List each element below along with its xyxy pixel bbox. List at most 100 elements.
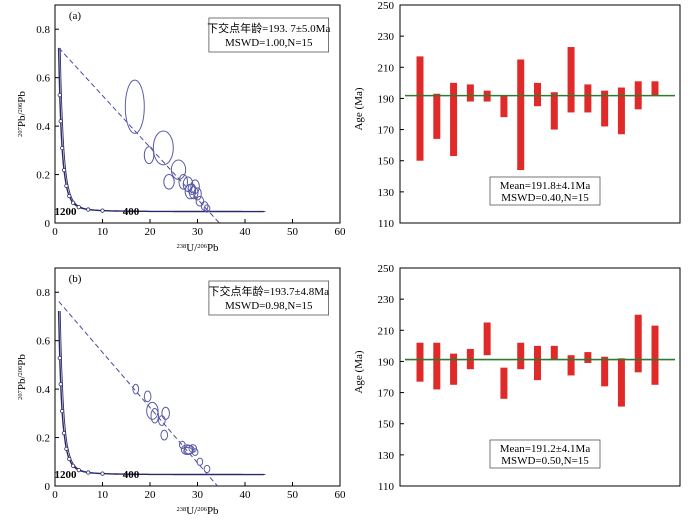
age-bar — [651, 325, 659, 385]
age-bar — [634, 314, 642, 373]
concordia-age-marker — [86, 207, 91, 212]
age-bar — [450, 82, 458, 157]
y-tick-label: 150 — [378, 156, 395, 168]
data-ellipse — [124, 79, 145, 134]
age-bar — [651, 81, 659, 96]
concordia-age-label: 1200 — [54, 469, 77, 481]
concordia-age-marker — [64, 183, 69, 188]
concordia-age-label: 1200 — [54, 206, 77, 218]
data-ellipse — [160, 429, 169, 441]
x-tick-label: 0 — [52, 226, 58, 238]
x-label-text: Pb — [207, 505, 219, 517]
age-bar — [550, 92, 558, 130]
age-bar — [483, 322, 491, 356]
y-label-superscript: 207 — [17, 126, 24, 137]
data-ellipse — [178, 174, 189, 190]
concordia-age-marker — [61, 431, 67, 436]
age-bar — [534, 345, 541, 381]
x-label-text: U/ — [186, 505, 198, 517]
concordia-age-marker — [57, 355, 62, 361]
x-tick-label: 20 — [145, 226, 157, 238]
age-bar — [517, 342, 525, 370]
concordia-age-marker — [76, 204, 81, 210]
concordia-age-marker — [58, 119, 63, 124]
age-bar — [433, 342, 441, 390]
concordia-age-marker — [57, 92, 62, 98]
y-label-text: Pb/ — [16, 112, 28, 128]
y-axis-label: 207Pb/206Pb — [16, 354, 28, 400]
annotation-box — [208, 17, 329, 53]
x-axis-label: 238U/206Pb — [176, 242, 219, 254]
y-tick-label: 0.4 — [36, 384, 50, 396]
concordia-plot-a: 0 10 20 30 40 50 6000.20.40.60.8238U/206Pb207P… — [16, 4, 347, 254]
y-label-text: Pb — [16, 91, 28, 103]
y-tick-label: 210 — [378, 62, 395, 74]
x-tick-label: 30 — [192, 489, 204, 501]
data-ellipse — [195, 195, 205, 207]
mean-text: Mean=191.2±4.1Ma — [500, 443, 591, 455]
concordia-age-marker — [60, 145, 65, 151]
mswd-text: MSWD=0.50,N=15 — [501, 455, 589, 467]
data-ellipse — [203, 464, 211, 474]
y-tick-label: 0 — [45, 218, 51, 230]
data-ellipse — [143, 390, 152, 403]
concordia-curve — [57, 310, 264, 476]
x-label-superscript: 238 — [176, 243, 186, 250]
data-ellipse — [150, 407, 160, 424]
y-tick-label: 0.8 — [36, 24, 50, 36]
data-ellipse — [187, 183, 197, 195]
y-label-text: Pb — [16, 354, 28, 366]
x-tick-label: 60 — [335, 226, 347, 238]
age-bar — [601, 356, 609, 387]
age-bar — [416, 342, 424, 382]
concordia-age-marker — [70, 200, 76, 205]
plot-frame — [399, 267, 681, 487]
mean-text: Mean=191.8±4.1Ma — [500, 180, 591, 192]
concordia-curve — [59, 47, 266, 213]
x-label-superscript: 206 — [197, 506, 208, 513]
age-bar — [534, 82, 541, 107]
discordia-line — [58, 47, 220, 224]
age-bar — [601, 90, 609, 127]
age-bar — [584, 352, 592, 363]
y-tick-label: 150 — [378, 419, 395, 431]
age-bar — [500, 367, 508, 399]
data-ellipse — [191, 448, 199, 456]
y-label-superscript: 206 — [17, 365, 24, 376]
concordia-age-marker — [70, 463, 76, 468]
data-ellipse — [158, 415, 166, 426]
y-tick-label: 110 — [378, 481, 395, 493]
y-tick-label: 230 — [378, 294, 395, 306]
age-bar — [466, 84, 474, 102]
data-ellipse — [203, 204, 211, 213]
concordia-age-marker — [76, 467, 81, 473]
data-ellipse — [196, 457, 204, 466]
data-ellipse — [132, 383, 140, 395]
x-tick-label: 10 — [97, 226, 109, 238]
x-tick-label: 50 — [287, 226, 299, 238]
y-tick-label: 0.6 — [36, 73, 50, 85]
x-tick-label: 50 — [287, 489, 299, 501]
concordia-age-marker — [100, 471, 105, 476]
annotation-mswd: MSWD=0.98,N=15 — [225, 300, 313, 312]
y-axis-label: 207Pb/206Pb — [16, 91, 28, 137]
age-bar — [584, 84, 592, 113]
age-bar — [450, 353, 458, 385]
y-tick-label: 0 — [45, 481, 51, 493]
annotation-intercept: 下交点年龄=193. 7±5.0Ma — [207, 21, 330, 35]
age-bar — [567, 355, 575, 376]
x-label-superscript: 238 — [176, 506, 186, 513]
annotation-intercept: 下交点年龄=193.7±4.8Ma — [209, 284, 330, 298]
y-axis-label: Age (Ma) — [353, 350, 365, 393]
y-tick-label: 210 — [378, 325, 395, 337]
age-bar — [517, 59, 525, 171]
x-tick-label: 0 — [52, 489, 58, 501]
age-bar — [433, 93, 441, 139]
concordia-curve — [59, 310, 266, 476]
concordia-age-marker — [58, 382, 63, 387]
concordia-age-label: 400 — [123, 206, 140, 218]
y-axis-label: Age (Ma) — [353, 87, 365, 130]
y-tick-label: 250 — [378, 263, 395, 275]
y-tick-label: 110 — [378, 218, 395, 230]
